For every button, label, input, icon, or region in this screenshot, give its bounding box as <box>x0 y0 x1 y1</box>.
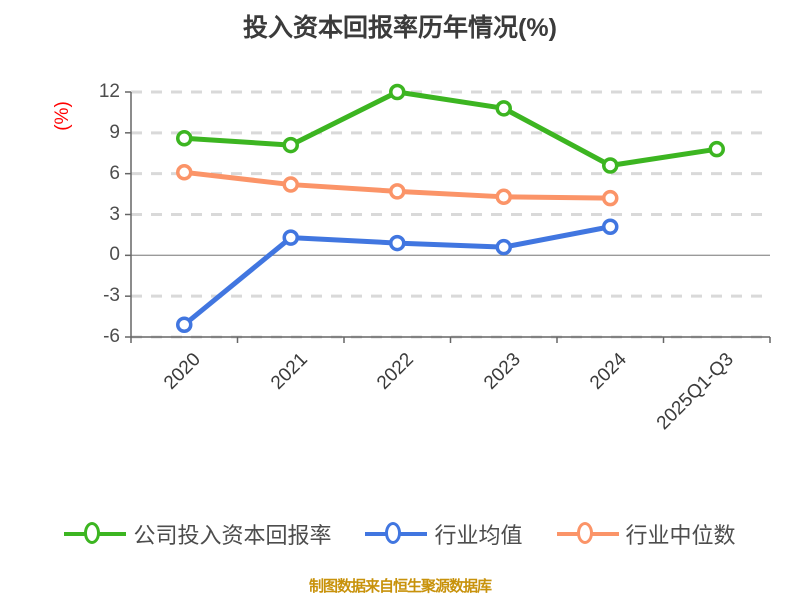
y-tick-label: 6 <box>109 162 120 184</box>
legend-label: 行业中位数 <box>625 523 736 548</box>
series-marker-2 <box>389 183 406 200</box>
y-tick-label: 12 <box>98 81 120 102</box>
x-tick-label: 2024 <box>586 349 632 394</box>
series-marker-2 <box>602 189 619 207</box>
legend-marker-icon <box>556 521 619 547</box>
chart-legend: 公司投入资本回报率 行业均值 行业中位数 <box>0 518 800 550</box>
x-tick-label: 2022 <box>373 349 419 394</box>
y-tick-label: 0 <box>109 244 120 266</box>
y-tick-label: -6 <box>103 326 120 347</box>
legend-marker-icon <box>365 521 428 547</box>
series-marker-2 <box>176 164 193 181</box>
legend-item[interactable]: 行业均值 <box>365 518 523 550</box>
series-marker-0 <box>495 100 512 117</box>
series-marker-1 <box>176 316 193 333</box>
series-marker-0 <box>602 157 619 174</box>
series-marker-1 <box>602 218 619 235</box>
legend-label: 行业均值 <box>434 523 523 548</box>
series-line-0 <box>181 89 720 168</box>
legend-label: 公司投入资本回报率 <box>133 523 332 548</box>
series-marker-2 <box>495 188 512 206</box>
series-marker-0 <box>389 83 406 101</box>
legend-marker-icon <box>64 521 127 547</box>
x-tick-label: 2023 <box>479 349 525 394</box>
y-tick-label: 9 <box>109 121 120 143</box>
x-tick-label: 2025Q1-Q3 <box>652 349 738 435</box>
legend-item[interactable]: 行业中位数 <box>556 518 736 550</box>
series-marker-0 <box>708 140 725 158</box>
legend-dot-icon <box>84 522 101 544</box>
series-marker-0 <box>282 136 299 154</box>
x-tick-label: 2020 <box>160 349 206 394</box>
chart-plot-svg <box>125 83 771 343</box>
legend-dot-icon <box>576 522 593 544</box>
plot-area <box>125 83 771 343</box>
chart-title: 投入资本回报率历年情况(%) <box>243 14 557 42</box>
y-axis-tick-labels: 12 9 6 3 0 -3 -6 <box>78 0 120 600</box>
x-tick-label: 2021 <box>266 349 312 394</box>
series-marker-2 <box>282 176 299 193</box>
y-tick-label: -3 <box>103 285 120 307</box>
legend-dot-icon <box>385 522 402 544</box>
series-marker-1 <box>282 229 299 246</box>
watermark-text: 制图数据来自恒生聚源数据库 <box>308 578 492 595</box>
series-marker-1 <box>389 234 406 252</box>
series-marker-0 <box>176 130 193 147</box>
series-marker-1 <box>495 238 512 256</box>
y-tick-label: 3 <box>109 203 120 225</box>
legend-item[interactable]: 公司投入资本回报率 <box>64 518 331 550</box>
